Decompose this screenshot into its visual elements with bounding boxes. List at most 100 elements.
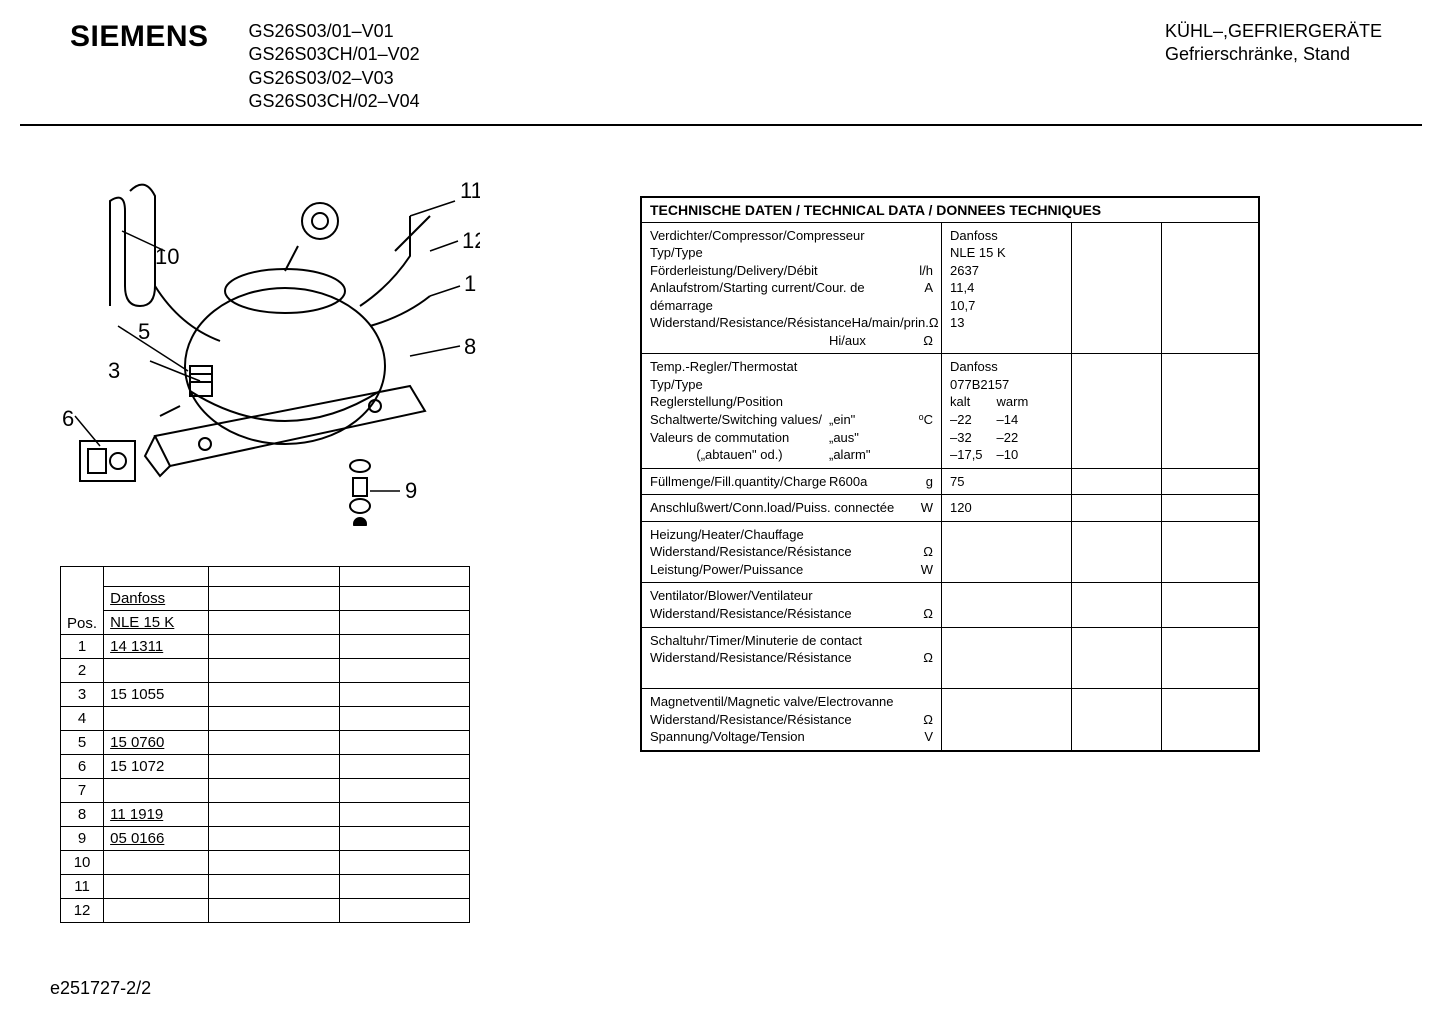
category-line: Gefrierschränke, Stand [1165, 43, 1382, 66]
tech-label-line: Leistung/Power/Puissance [650, 561, 909, 579]
tech-value: 75 [950, 474, 964, 489]
tech-label-line: Widerstand/Resistance/Résistance [650, 711, 909, 729]
tech-row-blower: Ventilator/Blower/Ventilateur Widerstand… [642, 583, 1258, 627]
model-line: GS26S03CH/02–V04 [249, 90, 420, 113]
tech-label-line: Widerstand/Resistance/Résistance [650, 649, 909, 667]
pos-val [104, 706, 209, 730]
tech-row-thermostat: Temp.-Regler/Thermostat Typ/Type Reglers… [642, 354, 1258, 468]
tech-value: –10 [997, 446, 1029, 464]
tech-row-compressor: Verdichter/Compressor/Compresseur Typ/Ty… [642, 223, 1258, 355]
pos-cell: 7 [61, 778, 104, 802]
tech-sub: „aus" [829, 429, 909, 447]
tech-label-line: Ventilator/Blower/Ventilateur [650, 587, 933, 605]
tech-unit: Ω [909, 649, 933, 667]
pos-val: 14 1311 [104, 634, 209, 658]
tech-unit: Ω [909, 605, 933, 623]
pos-cell: 8 [61, 802, 104, 826]
tech-row-conn: Anschlußwert/Conn.load/Puiss. connectéeW… [642, 495, 1258, 522]
tech-value: kalt [950, 393, 983, 411]
callout-9: 9 [405, 478, 417, 503]
position-table: Pos. Danfoss NLE 15 K 114 1311 2 315 105… [60, 566, 470, 923]
header-category: KÜHL–,GEFRIERGERÄTE Gefrierschränke, Sta… [1165, 20, 1382, 67]
pos-val [104, 874, 209, 898]
pos-cell: 3 [61, 682, 104, 706]
tech-label-line: Schaltuhr/Timer/Minuterie de contact [650, 632, 933, 650]
model-list: GS26S03/01–V01 GS26S03CH/01–V02 GS26S03/… [249, 20, 420, 114]
category-line: KÜHL–,GEFRIERGERÄTE [1165, 20, 1382, 43]
tech-unit: Ω [909, 543, 933, 561]
pos-col-header: Danfoss [104, 586, 209, 610]
tech-label-line: („abtauen" od.) [650, 446, 829, 464]
tech-label-line: Temp.-Regler/Thermostat [650, 358, 933, 376]
tech-value: 2637 [950, 262, 1063, 280]
pos-cell: 5 [61, 730, 104, 754]
tech-value: 10,7 [950, 297, 1063, 315]
tech-label-line: Spannung/Voltage/Tension [650, 728, 909, 746]
technical-data-box: TECHNISCHE DATEN / TECHNICAL DATA / DONN… [640, 196, 1260, 752]
tech-row-valve: Magnetventil/Magnetic valve/Electrovanne… [642, 689, 1258, 750]
pos-val [104, 658, 209, 682]
tech-label-line: Typ/Type [650, 376, 933, 394]
tech-label-line: Anschlußwert/Conn.load/Puiss. connectée [650, 499, 909, 517]
tech-label-line: Widerstand/Resistance/Résistance [650, 314, 852, 332]
pos-cell: 4 [61, 706, 104, 730]
tech-label-line: Widerstand/Resistance/Résistance [650, 605, 909, 623]
tech-value: –22 [950, 411, 983, 429]
model-line: GS26S03CH/01–V02 [249, 43, 420, 66]
callout-3: 3 [108, 358, 120, 383]
pos-val: 05 0166 [104, 826, 209, 850]
tech-value: 13 [950, 314, 1063, 332]
tech-label-line: Füllmenge/Fill.quantity/Charge [650, 473, 829, 491]
tech-value: Danfoss [950, 358, 1063, 376]
left-column: 11 12 1 8 9 10 5 3 6 Pos. Danfoss NLE 15… [60, 156, 520, 923]
tech-label-line: Magnetventil/Magnetic valve/Electrovanne [650, 693, 933, 711]
pos-header: Pos. [67, 615, 97, 632]
tech-value: –32 [950, 429, 983, 447]
callout-12: 12 [462, 228, 480, 253]
tech-label-line: Heizung/Heater/Chauffage [650, 526, 933, 544]
tech-label-line: Widerstand/Resistance/Résistance [650, 543, 909, 561]
tech-label-line: Förderleistung/Delivery/Débit [650, 262, 909, 280]
tech-unit: oC [909, 411, 933, 429]
tech-unit: g [909, 473, 933, 491]
tech-row-fill: Füllmenge/Fill.quantity/ChargeR600ag 75 [642, 469, 1258, 496]
tech-sub: Hi/aux [829, 332, 909, 350]
tech-sub: Ha/main/prin. [852, 314, 929, 332]
tech-value: 077B2157 [950, 376, 1063, 394]
compressor-diagram: 11 12 1 8 9 10 5 3 6 [60, 156, 480, 526]
tech-row-heater: Heizung/Heater/Chauffage Widerstand/Resi… [642, 522, 1258, 584]
callout-1: 1 [464, 271, 476, 296]
pos-val: 15 0760 [104, 730, 209, 754]
tech-title: TECHNISCHE DATEN / TECHNICAL DATA / DONN… [642, 198, 1258, 223]
tech-value: 11,4 [950, 279, 1063, 297]
pos-col-header: NLE 15 K [104, 610, 209, 634]
pos-val: 11 1919 [104, 802, 209, 826]
tech-label-line: Anlaufstrom/Starting current/Cour. de dé… [650, 279, 909, 314]
tech-unit: Ω [909, 332, 933, 350]
pos-val: 15 1055 [104, 682, 209, 706]
content-area: 11 12 1 8 9 10 5 3 6 Pos. Danfoss NLE 15… [0, 126, 1442, 923]
pos-val [104, 850, 209, 874]
tech-sub: „ein" [829, 411, 909, 429]
tech-unit: W [909, 561, 933, 579]
pos-cell: 1 [61, 634, 104, 658]
pos-val [104, 898, 209, 922]
tech-value: –22 [997, 429, 1029, 447]
tech-value: –14 [997, 411, 1029, 429]
model-line: GS26S03/01–V01 [249, 20, 420, 43]
pos-cell: 2 [61, 658, 104, 682]
tech-label-line: Verdichter/Compressor/Compresseur [650, 227, 933, 245]
page-header: SIEMENS GS26S03/01–V01 GS26S03CH/01–V02 … [20, 0, 1422, 126]
tech-unit: Ω [929, 314, 939, 332]
tech-unit: V [909, 728, 933, 746]
brand-logo: SIEMENS [70, 20, 209, 54]
pos-cell: 12 [61, 898, 104, 922]
tech-row-timer: Schaltuhr/Timer/Minuterie de contact Wid… [642, 628, 1258, 690]
tech-unit: l/h [909, 262, 933, 280]
tech-value: Danfoss [950, 227, 1063, 245]
header-left: SIEMENS GS26S03/01–V01 GS26S03CH/01–V02 … [70, 20, 420, 114]
pos-cell: 6 [61, 754, 104, 778]
callout-10: 10 [155, 244, 179, 269]
tech-label-line: Schaltwerte/Switching values/ [650, 411, 829, 429]
model-line: GS26S03/02–V03 [249, 67, 420, 90]
